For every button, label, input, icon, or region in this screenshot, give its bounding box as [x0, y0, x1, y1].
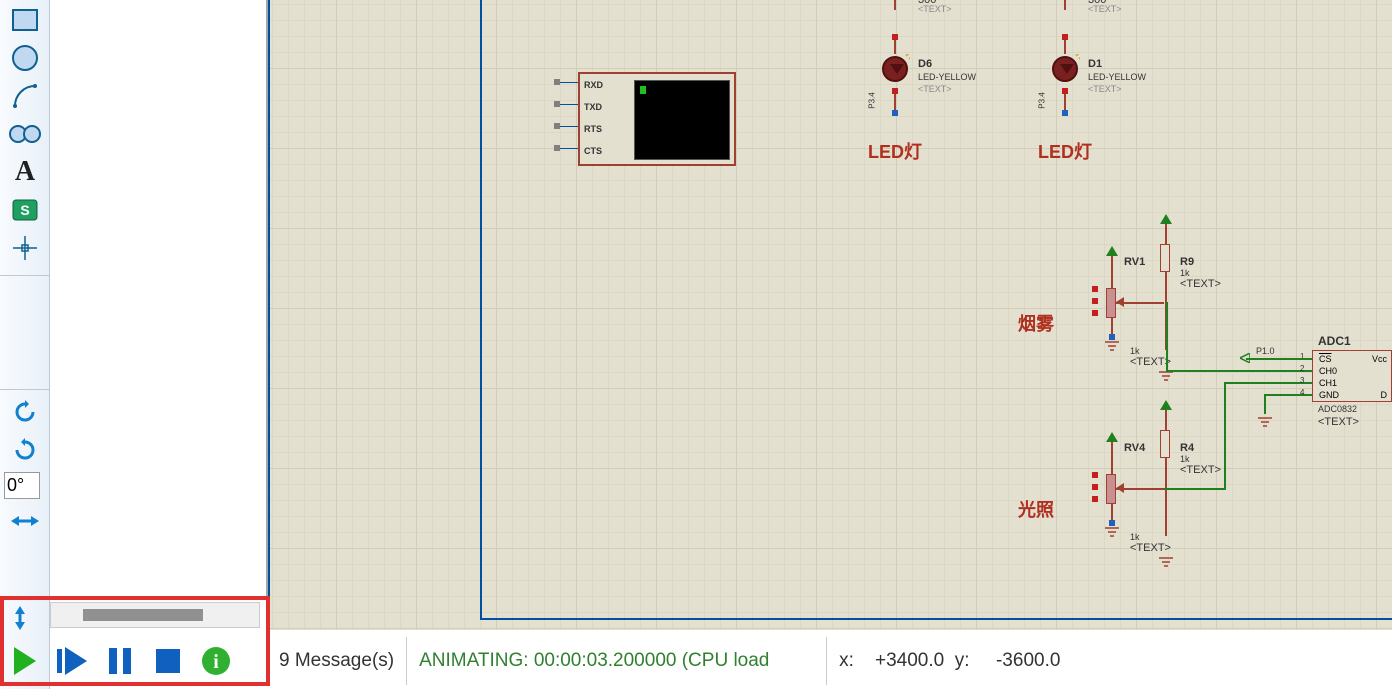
led-d1-group: LED灯 — [1038, 142, 1092, 162]
smoke-label: 烟雾 — [1018, 314, 1054, 334]
rotate-ccw-button[interactable] — [4, 432, 46, 468]
adc-pinnum-4: 4 — [1300, 388, 1304, 397]
adc-pin-gnd: GND — [1319, 390, 1339, 400]
light-res-value: 1k — [1180, 454, 1190, 464]
status-coords: x: +3400.0 y: -3600.0 — [826, 637, 1072, 685]
light-res-ref: R4 — [1180, 442, 1194, 454]
tool-symbol[interactable]: S — [4, 192, 46, 228]
adc-model: ADC0832 — [1318, 404, 1357, 414]
terminal-screen — [634, 80, 730, 160]
adc-pin-d: D — [1381, 390, 1388, 400]
adc-pin-ch0: CH0 — [1319, 366, 1337, 376]
led-d1-pin: P3.4 — [1038, 92, 1047, 108]
status-animating: ANIMATING: 00:00:03.200000 (CPU load — [406, 637, 826, 685]
terminal-pin-txd: TXD — [584, 102, 602, 112]
led-d6[interactable]: 300 <TEXT> D6 LED-YELLOW <TEXT> P3.4 LED… — [868, 0, 988, 130]
tool-rectangle[interactable] — [4, 2, 46, 38]
tool-circle[interactable] — [4, 40, 46, 76]
led-d6-pin: P3.4 — [868, 92, 877, 108]
adc-pin-ch1: CH1 — [1319, 378, 1337, 388]
svg-text:i: i — [213, 651, 219, 673]
terminal-cursor — [640, 86, 646, 94]
stop-button[interactable] — [146, 641, 190, 681]
light-res-text: <TEXT> — [1180, 464, 1221, 476]
smoke-res-ref: R9 — [1180, 256, 1194, 268]
smoke-bottom-value: 1k — [1130, 346, 1140, 356]
adc-component[interactable]: CS CH0 CH1 GND Vcc D — [1312, 350, 1392, 402]
led-d1-resistor-text: <TEXT> — [1088, 4, 1122, 14]
component-list-panel — [50, 0, 268, 630]
smoke-pot-ref: RV1 — [1124, 256, 1145, 268]
led-d1[interactable]: 300 <TEXT> D1 LED-YELLOW <TEXT> P3.4 LED… — [1038, 0, 1158, 130]
led-d6-resistor-text: <TEXT> — [918, 4, 952, 14]
smoke-res-value: 1k — [1180, 268, 1190, 278]
mirror-vertical-button[interactable] — [12, 604, 28, 637]
led-d6-value: LED-YELLOW — [918, 72, 976, 82]
led-d1-value: LED-YELLOW — [1088, 72, 1146, 82]
led-d6-group: LED灯 — [868, 142, 922, 162]
svg-text:S: S — [20, 202, 29, 218]
adc-pinnum-3: 3 — [1300, 376, 1304, 385]
led-d1-ref: D1 — [1088, 58, 1102, 70]
terminal-pin-rts: RTS — [584, 124, 602, 134]
light-pot-ref: RV4 — [1124, 442, 1145, 454]
smoke-bottom-text: <TEXT> — [1130, 356, 1171, 368]
light-bottom-value: 1k — [1130, 532, 1140, 542]
sensor-smoke[interactable]: RV1 R9 1k <TEXT> 1k <TEXT> 烟雾 — [1088, 212, 1288, 392]
virtual-terminal[interactable]: RXD TXD RTS CTS — [578, 72, 736, 166]
horizontal-scrollbar[interactable] — [50, 602, 260, 628]
adc-ref: ADC1 — [1318, 334, 1351, 348]
tool-path[interactable] — [4, 116, 46, 152]
terminal-pin-rxd: RXD — [584, 80, 603, 90]
terminal-pin-cts: CTS — [584, 146, 602, 156]
rotate-cw-button[interactable] — [4, 394, 46, 430]
toolbox-panel: A S — [0, 0, 50, 689]
tool-arc[interactable] — [4, 78, 46, 114]
schematic-canvas[interactable]: RXD TXD RTS CTS 300 <TEXT> D6 LED-YELLOW… — [268, 0, 1392, 630]
adc-pin-cs: CS — [1319, 354, 1332, 364]
led-d6-text: <TEXT> — [918, 84, 952, 94]
scrollbar-thumb[interactable] — [83, 609, 203, 621]
adc-pinnum-1: 1 — [1300, 352, 1304, 361]
tool-text[interactable]: A — [4, 154, 46, 190]
rotation-input[interactable] — [4, 472, 40, 499]
play-button[interactable] — [2, 641, 46, 681]
adc-pin-vcc: Vcc — [1372, 354, 1387, 364]
info-button[interactable]: i — [194, 641, 238, 681]
led-d1-text: <TEXT> — [1088, 84, 1122, 94]
status-messages[interactable]: 9 Message(s) — [266, 637, 406, 685]
light-bottom-text: <TEXT> — [1130, 542, 1171, 554]
smoke-res-text: <TEXT> — [1180, 278, 1221, 290]
adc-net-p10: P1.0 — [1256, 346, 1275, 356]
adc-pinnum-2: 2 — [1300, 364, 1304, 373]
led-d6-ref: D6 — [918, 58, 932, 70]
simulation-controls: i — [0, 636, 240, 686]
pause-button[interactable] — [98, 641, 142, 681]
light-label: 光照 — [1018, 500, 1054, 520]
adc-text: <TEXT> — [1318, 416, 1359, 428]
mirror-horizontal-button[interactable] — [4, 503, 46, 539]
tool-origin[interactable] — [4, 230, 46, 266]
step-button[interactable] — [50, 641, 94, 681]
